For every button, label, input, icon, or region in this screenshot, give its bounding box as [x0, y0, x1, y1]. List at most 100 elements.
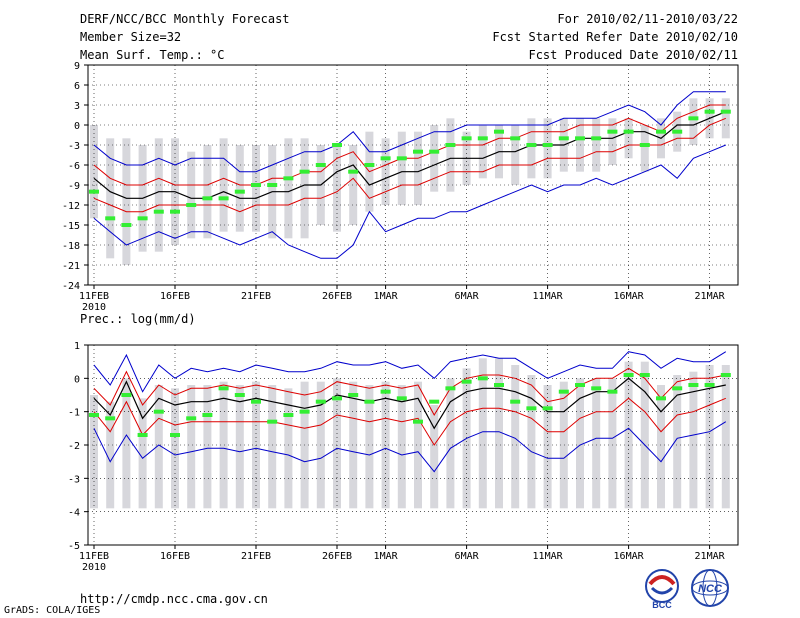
temp-observed-marker	[299, 169, 310, 174]
prec-observed-marker	[299, 409, 310, 414]
prec-observed-marker	[267, 419, 278, 424]
forecast-period: For 2010/02/11-2010/03/22	[557, 12, 738, 26]
prec-xtick-label: 11FEB	[79, 551, 109, 562]
prec-year-label: 2010	[82, 562, 106, 573]
temp-ytick-label: 0	[74, 121, 80, 132]
prec-observed-marker	[218, 386, 229, 391]
temp-ytick-label: -18	[62, 241, 80, 252]
prec-spread-box	[138, 398, 147, 509]
prec-observed-marker	[607, 389, 618, 394]
temp-plot-frame	[87, 64, 739, 286]
temp-spread-box	[689, 98, 698, 145]
temp-observed-marker	[332, 143, 342, 147]
member-size: Member Size=32	[80, 30, 182, 44]
prec-spread-box	[721, 365, 730, 509]
temp-spread-box	[203, 145, 212, 239]
temp-observed-marker	[510, 136, 521, 141]
temp-year-label: 2010	[82, 302, 106, 313]
temp-xtick-label: 26FEB	[322, 291, 352, 302]
temp-observed-marker	[558, 136, 569, 141]
temp-observed-marker	[575, 136, 585, 141]
prec-observed-marker	[315, 399, 326, 404]
temp-spread-box	[624, 118, 633, 159]
prec-ytick-label: -1	[68, 408, 80, 419]
prec-observed-marker	[89, 413, 99, 417]
prec-observed-marker	[153, 409, 164, 414]
prec-ytick-label: 1	[74, 341, 80, 352]
prec-spread-box	[640, 361, 649, 509]
prec-observed-marker	[591, 386, 602, 391]
temp-observed-marker	[526, 143, 537, 147]
temp-xtick-label: 6MAR	[455, 291, 480, 302]
temp-observed-marker	[396, 156, 407, 161]
temp-observed-marker	[607, 129, 618, 134]
temp-ytick-label: -9	[68, 181, 80, 192]
prec-spread-box	[333, 378, 341, 509]
bcc-logo: BCC	[645, 569, 679, 610]
prec-observed-marker	[720, 373, 731, 377]
temp-xtick-label: 1MAR	[374, 291, 399, 302]
temp-observed-marker	[461, 136, 472, 141]
temp-ensemble-max-line	[93, 91, 726, 173]
temp-ensemble-mean-line	[93, 111, 727, 199]
prec-spread-box	[122, 378, 131, 509]
temp-observed-marker	[429, 149, 440, 154]
temp-observed-marker	[542, 143, 553, 147]
temp-spread-box	[478, 125, 487, 179]
prec-spread-box	[608, 378, 617, 509]
prec-spread-box	[397, 385, 406, 509]
prec-observed-marker	[429, 399, 440, 404]
prec-observed-marker	[413, 419, 423, 424]
prec-observed-marker	[494, 383, 504, 387]
prec-observed-marker	[526, 406, 537, 411]
prec-observed-marker	[575, 383, 585, 387]
prec-spread-box	[268, 385, 277, 509]
temp-ytick-label: -21	[62, 261, 80, 272]
temp-ytick-label: -24	[62, 281, 80, 292]
temp-ensemble-min-line	[93, 144, 726, 259]
prec-spread-box	[576, 378, 584, 509]
bcc-logo-label: BCC	[652, 600, 672, 610]
prec-xtick-label: 21MAR	[695, 551, 726, 562]
temp-observed-marker	[234, 189, 245, 194]
prec-observed-marker	[380, 389, 391, 394]
source-url[interactable]: http://cmdp.ncc.cma.gov.cn	[80, 592, 268, 606]
prec-spread-box	[478, 358, 487, 509]
temp-observed-marker	[672, 129, 683, 134]
prec-observed-marker	[251, 399, 261, 404]
temp-observed-marker	[623, 129, 634, 134]
temp-spread-box	[333, 145, 341, 232]
prec-observed-marker	[396, 396, 407, 401]
temp-spread-box	[219, 138, 228, 232]
prec-observed-marker	[332, 396, 342, 401]
temp-observed-marker	[186, 203, 197, 207]
prec-ensemble-max-line	[93, 351, 727, 393]
temp-observed-marker	[283, 176, 294, 181]
prec-observed-marker	[283, 413, 294, 417]
temp-spread-box	[300, 138, 309, 239]
prec-spread-box	[90, 395, 98, 509]
prec-ytick-label: -5	[68, 541, 80, 552]
prec-observed-marker	[137, 433, 148, 437]
temp-ytick-label: 6	[74, 81, 80, 92]
temp-spread-low-line	[93, 117, 726, 213]
prec-spread-box	[203, 385, 212, 509]
prec-ytick-label: -4	[68, 508, 80, 519]
temp-spread-box	[527, 118, 536, 179]
prec-spread-box	[284, 388, 293, 509]
temp-observed-marker	[89, 189, 99, 194]
temp-spread-box	[381, 138, 390, 205]
prec-spread-box	[705, 365, 714, 509]
temp-spread-box	[187, 151, 196, 239]
prec-spread-box	[511, 365, 520, 509]
prec-observed-marker	[510, 399, 521, 404]
prec-spread-box	[365, 385, 374, 509]
prec-ensemble-min-line	[93, 421, 727, 473]
prec-spread-box	[559, 381, 568, 509]
temp-panel-title: Mean Surf. Temp.: °C	[80, 48, 225, 62]
prec-ensemble-mean-line	[93, 377, 726, 430]
temp-observed-marker	[704, 109, 715, 114]
temp-spread-box	[154, 138, 163, 252]
temp-observed-marker	[494, 129, 504, 134]
temp-observed-marker	[688, 116, 699, 121]
